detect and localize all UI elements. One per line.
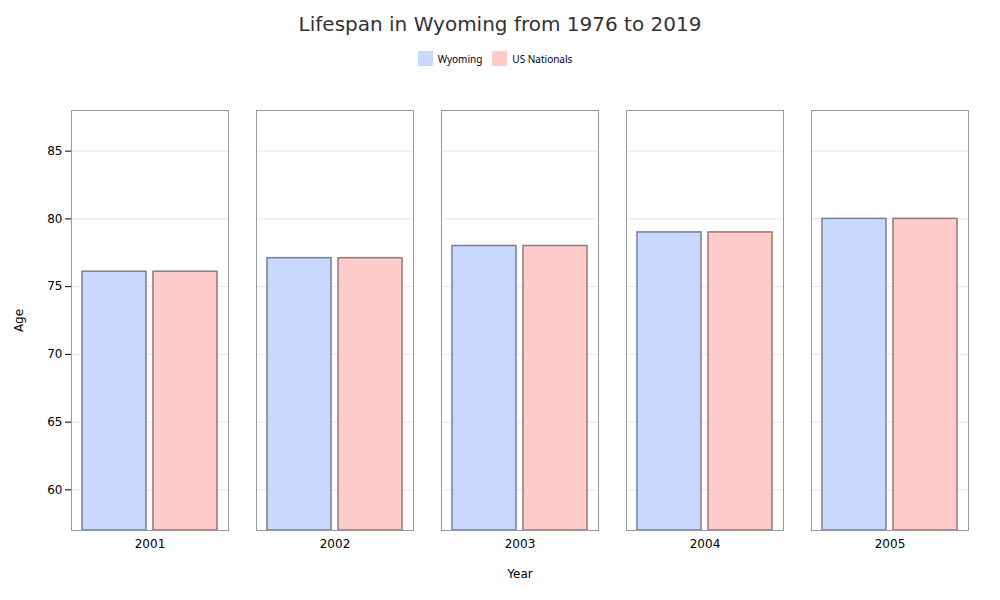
html-text:Lifespan in Wyoming from 1976: Lifespan in Wyoming from 1976 to 2019 [298,12,702,36]
html-text:Wyoming: Wyoming [437,51,483,66]
svg-text:2003: 2003 [505,537,536,551]
svg-text:70: 70 [47,347,62,361]
svg-text:65: 65 [47,415,62,429]
html-text:US Nationals: US Nationals [512,51,573,66]
svg-text:Age: Age [12,309,26,332]
svg-text:2002: 2002 [320,537,351,551]
svg-text:Year: Year [506,567,532,581]
svg-text:2001: 2001 [135,537,166,551]
svg-text:60: 60 [47,483,62,497]
svg-text:80: 80 [47,212,62,226]
svg-text:2004: 2004 [690,537,721,551]
svg-text:75: 75 [47,279,62,293]
svg-text:2005: 2005 [875,537,906,551]
svg-text:85: 85 [47,144,62,158]
